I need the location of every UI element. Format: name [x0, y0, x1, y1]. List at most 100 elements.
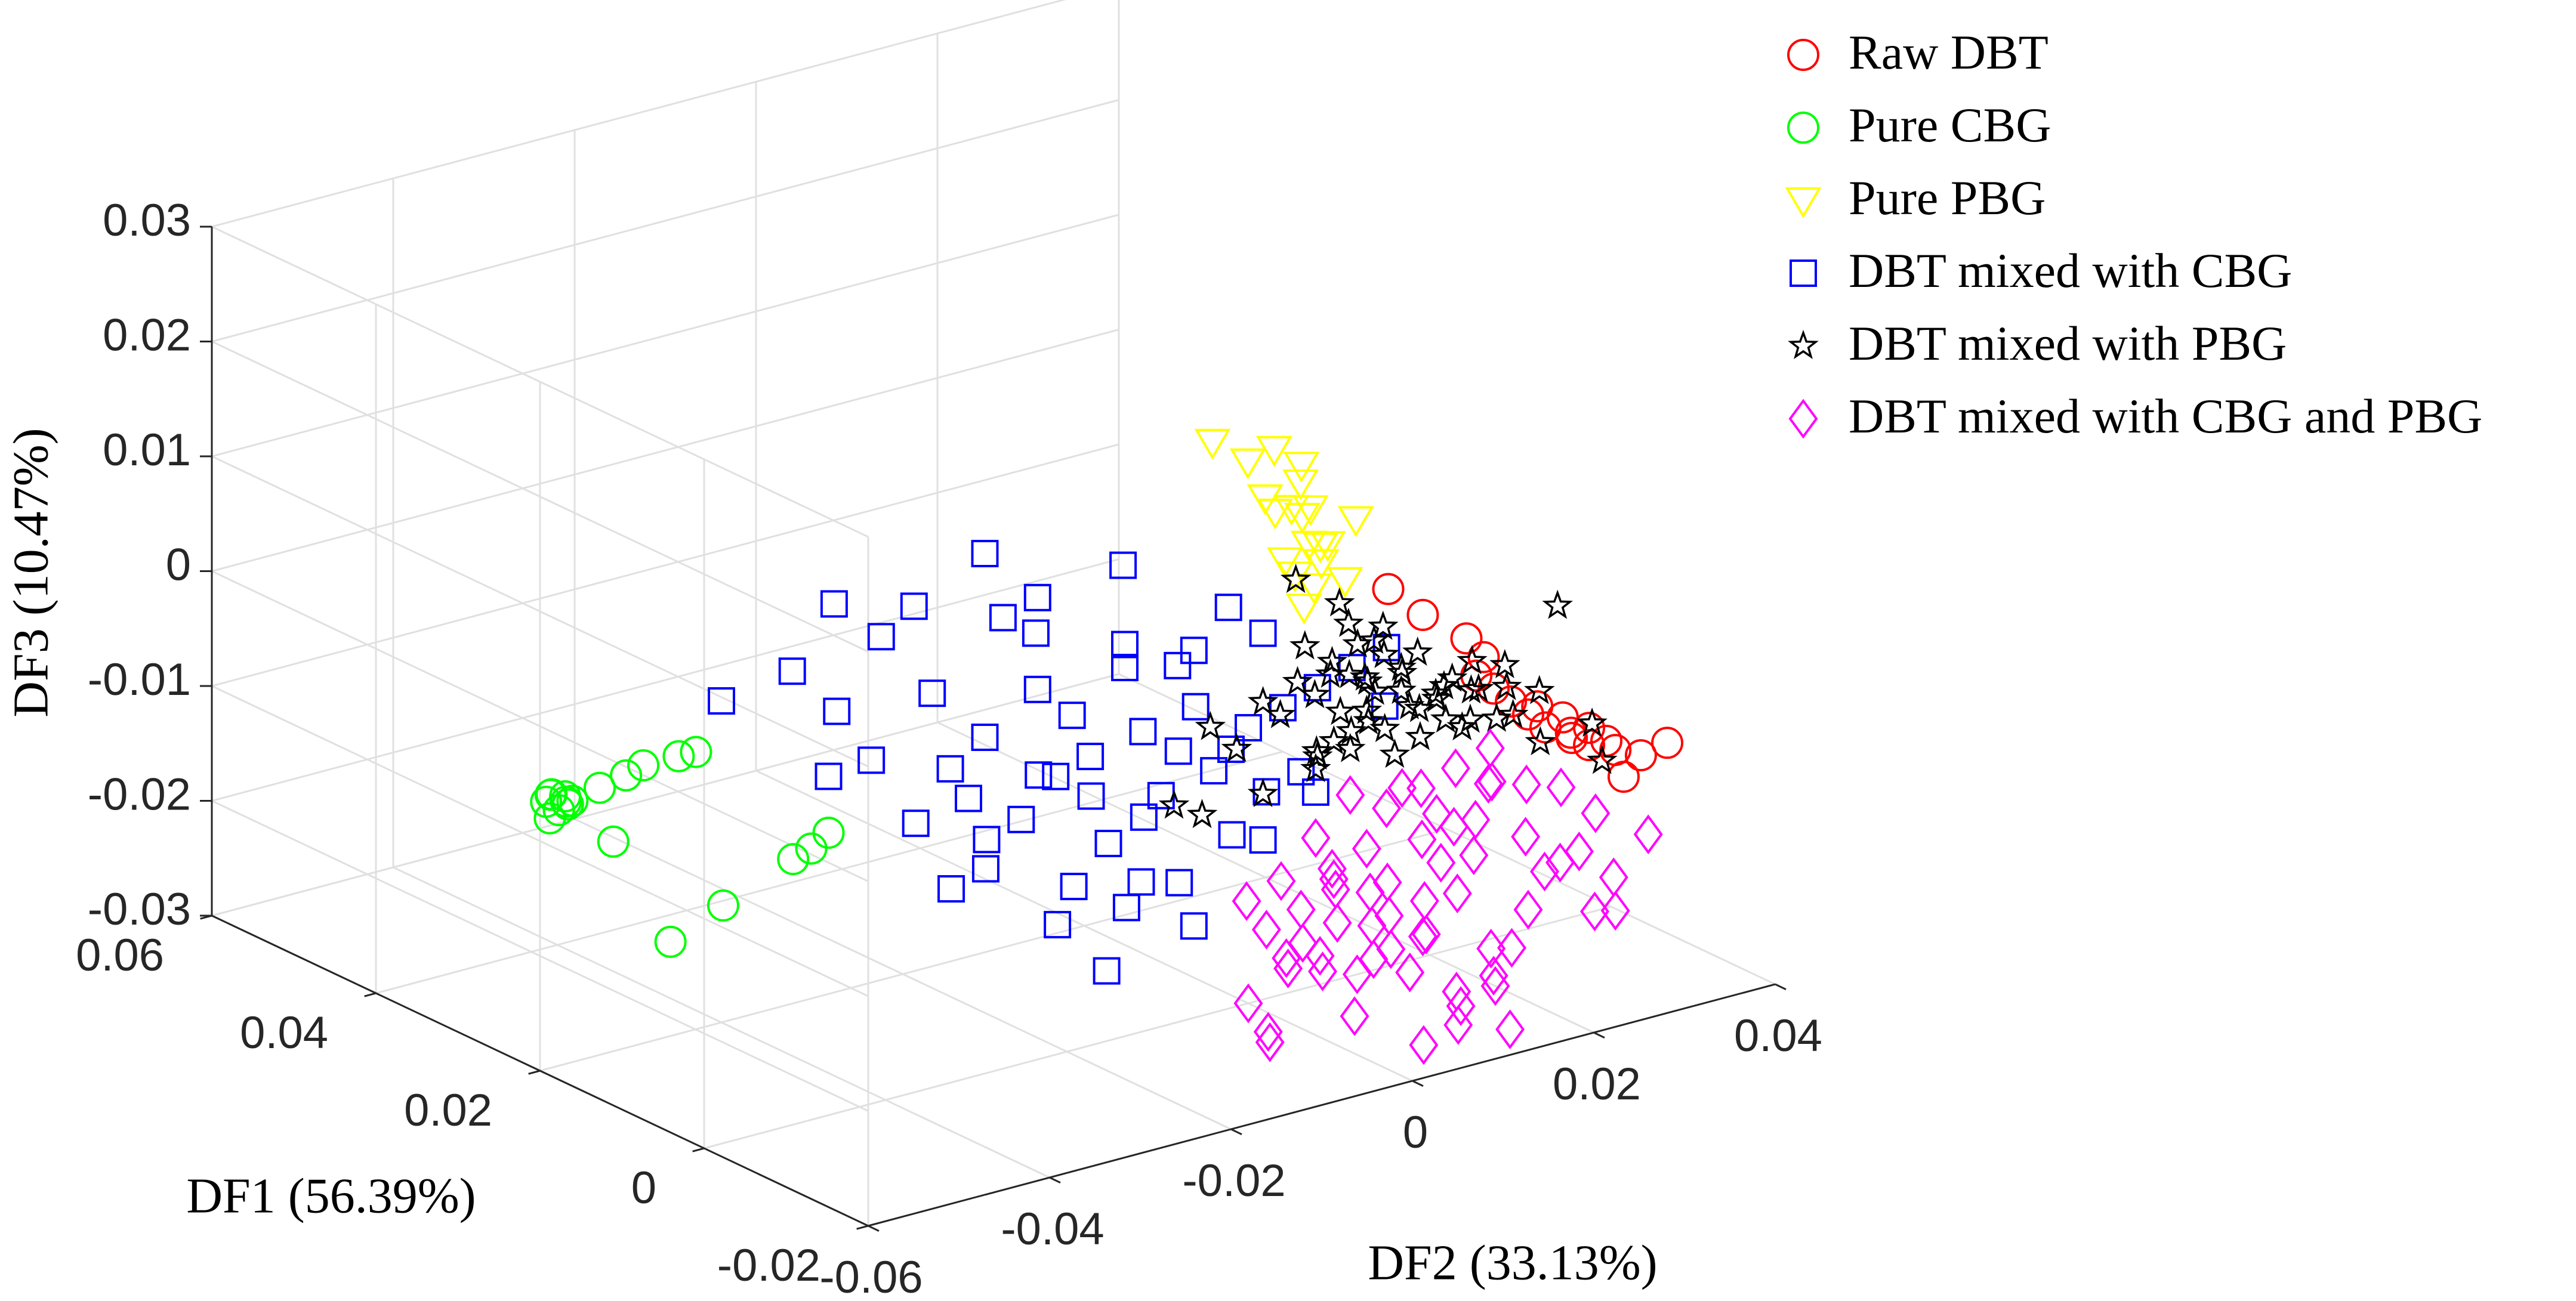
- point-dbt-mixed-with-pbg: [1430, 703, 1461, 733]
- point-dbt-mixed-with-cbg-and-pbg: [1446, 986, 1476, 1026]
- floor-gridline: [704, 906, 1612, 1149]
- point-dbt-mixed-with-cbg-and-pbg: [1340, 996, 1369, 1036]
- left-wall-gridline: [211, 455, 869, 768]
- point-dbt-mixed-with-cbg-and-pbg: [1372, 788, 1402, 829]
- legend-item-dbt-mixed-with-cbg[interactable]: DBT mixed with CBG: [1790, 243, 2292, 298]
- z-tick-label: 0.02: [103, 310, 191, 361]
- point-dbt-mixed-with-cbg-and-pbg: [1411, 914, 1441, 954]
- legend-marker-dbt-mixed-with-cbg: [1790, 259, 1817, 287]
- point-pure-cbg: [610, 759, 643, 792]
- point-dbt-mixed-with-cbg: [902, 809, 930, 838]
- data-points: [530, 428, 1684, 1065]
- point-dbt-mixed-with-pbg: [1335, 715, 1367, 745]
- point-dbt-mixed-with-cbg: [857, 746, 886, 774]
- point-dbt-mixed-with-cbg-and-pbg: [1426, 842, 1456, 883]
- point-dbt-mixed-with-pbg: [1335, 733, 1366, 762]
- point-dbt-mixed-with-cbg-and-pbg: [1475, 728, 1505, 768]
- point-dbt-mixed-with-pbg: [1186, 799, 1218, 829]
- legend-label-dbt-mixed-with-cbg: DBT mixed with CBG: [1849, 243, 2292, 298]
- point-raw-dbt: [1512, 698, 1544, 731]
- point-dbt-mixed-with-cbg: [973, 826, 1001, 854]
- point-dbt-mixed-with-pbg: [1463, 673, 1494, 703]
- point-pure-pbg: [1283, 452, 1320, 483]
- point-dbt-mixed-with-cbg-and-pbg: [1251, 910, 1281, 950]
- point-dbt-mixed-with-cbg: [1127, 868, 1155, 896]
- point-pure-cbg: [654, 925, 687, 958]
- point-dbt-mixed-with-pbg: [1353, 705, 1384, 735]
- point-dbt-mixed-with-cbg: [1111, 631, 1139, 659]
- point-dbt-mixed-with-pbg: [1282, 666, 1313, 696]
- x-tick-label: 0.06: [76, 930, 164, 981]
- z-tick-label: -0.02: [88, 770, 191, 820]
- legend-item-raw-dbt[interactable]: Raw DBT: [1787, 25, 2049, 79]
- point-pure-pbg: [1257, 498, 1294, 530]
- point-dbt-mixed-with-pbg: [1421, 682, 1452, 712]
- legend-marker-pure-cbg: [1787, 112, 1819, 144]
- point-dbt-mixed-with-pbg: [1457, 645, 1488, 675]
- point-dbt-mixed-with-pbg: [1394, 690, 1425, 719]
- point-dbt-mixed-with-cbg-and-pbg: [1497, 928, 1526, 968]
- series-dbt-mixed-with-cbg-and-pbg: [1232, 728, 1663, 1065]
- point-dbt-mixed-with-cbg: [1044, 911, 1072, 939]
- point-dbt-mixed-with-cbg: [1130, 803, 1158, 831]
- legend-item-pure-cbg[interactable]: Pure CBG: [1787, 98, 2051, 152]
- point-dbt-mixed-with-pbg: [1523, 675, 1555, 704]
- floor-gridline: [1118, 673, 1776, 985]
- point-pure-pbg: [1282, 469, 1319, 501]
- point-pure-cbg: [597, 825, 630, 858]
- legend-item-dbt-mixed-with-cbg-and-pbg[interactable]: DBT mixed with CBG and PBG: [1788, 389, 2482, 443]
- point-dbt-mixed-with-pbg: [1302, 740, 1333, 770]
- floor-gridline: [539, 828, 1448, 1072]
- point-dbt-mixed-with-cbg: [1022, 619, 1050, 647]
- point-dbt-mixed-with-cbg: [1076, 743, 1105, 771]
- point-dbt-mixed-with-cbg: [1025, 761, 1053, 789]
- point-raw-dbt: [1573, 712, 1606, 744]
- right-wall-gridline: [211, 99, 1119, 342]
- point-dbt-mixed-with-cbg-and-pbg: [1266, 861, 1296, 901]
- x-tick: [364, 992, 377, 997]
- legend-item-dbt-mixed-with-pbg[interactable]: DBT mixed with PBG: [1788, 316, 2287, 370]
- legend-marker-pure-pbg: [1785, 187, 1822, 218]
- point-pure-pbg: [1285, 594, 1322, 625]
- point-dbt-mixed-with-cbg-and-pbg: [1579, 891, 1609, 932]
- x-axis-label: DF1 (56.39%): [186, 1168, 476, 1223]
- point-dbt-mixed-with-pbg: [1446, 711, 1478, 741]
- point-dbt-mixed-with-cbg-and-pbg: [1355, 872, 1385, 913]
- y-tick-label: -0.04: [1001, 1204, 1104, 1254]
- point-dbt-mixed-with-cbg: [1249, 619, 1277, 647]
- point-dbt-mixed-with-pbg: [1351, 694, 1383, 724]
- point-dbt-mixed-with-pbg: [1369, 713, 1400, 743]
- legend-item-pure-pbg[interactable]: Pure PBG: [1785, 171, 2046, 225]
- point-dbt-mixed-with-cbg-and-pbg: [1513, 889, 1543, 930]
- point-dbt-mixed-with-cbg: [936, 755, 964, 783]
- point-dbt-mixed-with-pbg: [1428, 670, 1460, 700]
- point-dbt-mixed-with-pbg: [1195, 710, 1226, 740]
- point-dbt-mixed-with-cbg: [708, 687, 735, 715]
- point-dbt-mixed-with-pbg: [1318, 725, 1350, 755]
- point-pure-pbg: [1309, 531, 1346, 563]
- point-dbt-mixed-with-pbg: [1525, 726, 1556, 756]
- point-dbt-mixed-with-pbg: [1359, 675, 1390, 705]
- left-wall-gridline: [211, 341, 869, 653]
- point-dbt-mixed-with-cbg: [1164, 651, 1192, 679]
- right-wall-gridline: [211, 558, 1119, 802]
- point-pure-pbg: [1302, 532, 1339, 564]
- point-dbt-mixed-with-cbg-and-pbg: [1581, 793, 1611, 833]
- point-pure-cbg: [812, 817, 845, 849]
- point-raw-dbt: [1406, 598, 1439, 631]
- z-tick-label: 0.03: [103, 195, 191, 246]
- point-raw-dbt: [1372, 573, 1405, 605]
- y-tick: [1775, 983, 1787, 990]
- legend[interactable]: Raw DBT Pure CBG Pure PBG DBT mixed with CB…: [1785, 25, 2482, 443]
- point-pure-cbg: [777, 843, 810, 876]
- left-wall-gridline: [211, 570, 869, 882]
- x-tick: [692, 1147, 705, 1152]
- legend-label-pure-pbg: Pure PBG: [1849, 171, 2046, 225]
- z-tick-label: 0: [166, 540, 191, 591]
- point-dbt-mixed-with-pbg: [1497, 699, 1529, 728]
- point-dbt-mixed-with-cbg-and-pbg: [1473, 764, 1503, 804]
- point-pure-pbg: [1326, 567, 1363, 598]
- point-pure-pbg: [1284, 502, 1321, 534]
- point-pure-cbg: [680, 736, 712, 768]
- point-dbt-mixed-with-pbg: [1368, 638, 1400, 669]
